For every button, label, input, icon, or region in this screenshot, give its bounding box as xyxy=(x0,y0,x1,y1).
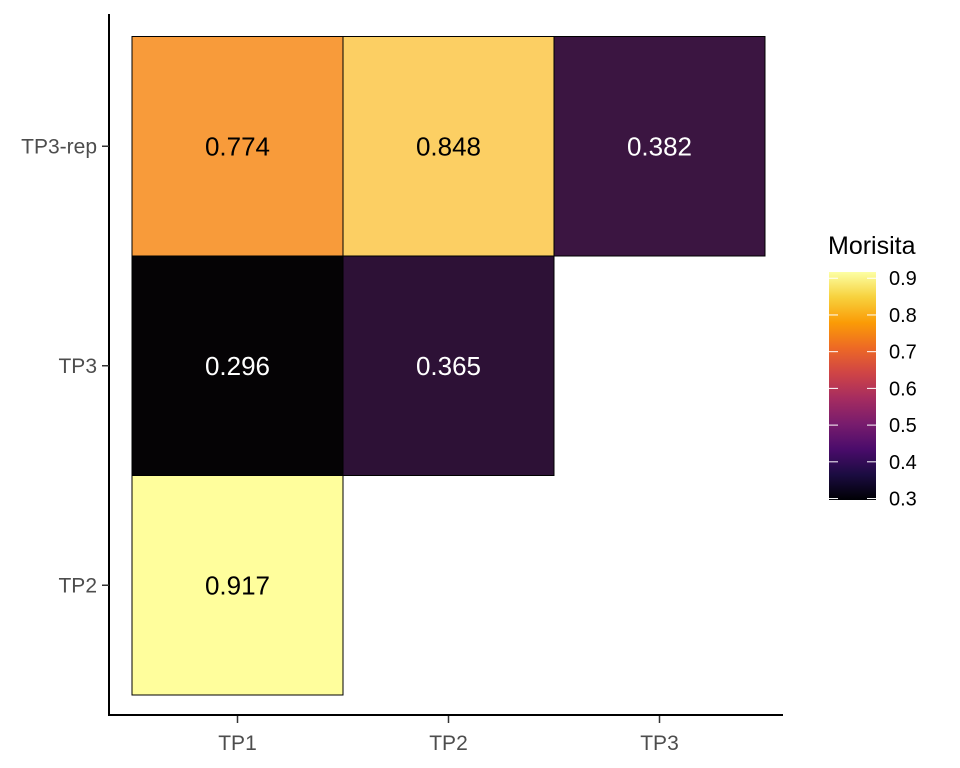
heatmap-cell-tp1-tp3-rep xyxy=(131,36,344,257)
colorbar-label-0: 0.3 xyxy=(889,489,917,511)
heatmap-cell-tp2-tp3 xyxy=(342,255,555,476)
y-tick-label-tp2: TP2 xyxy=(58,574,97,597)
heatmap-cell-tp1-tp2 xyxy=(131,475,344,696)
colorbar-label-2: 0.5 xyxy=(889,415,917,437)
cell-value-label-tp2-tp3: 0.365 xyxy=(416,351,481,381)
heatmap-cell-tp3-tp3-rep xyxy=(553,36,766,257)
cell-value-label-tp1-tp3-rep: 0.774 xyxy=(205,131,270,161)
x-tick-label-tp1: TP1 xyxy=(218,732,257,755)
colorbar xyxy=(829,272,876,500)
colorbar-label-1: 0.4 xyxy=(889,452,917,474)
axis-ticks: TP1 TP2 TP3 TP2 TP3 TP3-rep xyxy=(21,135,679,755)
colorbar-label-5: 0.8 xyxy=(889,305,917,327)
y-tick-label-tp3-rep: TP3-rep xyxy=(21,135,97,158)
colorbar-label-3: 0.6 xyxy=(889,378,917,400)
cell-value-label-tp1-tp3: 0.296 xyxy=(205,351,270,381)
heatmap-cell-tp1-tp3 xyxy=(131,255,344,476)
y-tick-label-tp3: TP3 xyxy=(58,355,97,378)
x-tick-label-tp3: TP3 xyxy=(640,732,679,755)
cell-value-label-tp3-tp3-rep: 0.382 xyxy=(627,131,692,161)
x-tick-label-tp2: TP2 xyxy=(429,732,468,755)
colorbar-label-6: 0.9 xyxy=(889,268,917,290)
colorbar-label-4: 0.7 xyxy=(889,342,917,364)
heatmap-cell-tp2-tp3-rep xyxy=(342,36,555,257)
legend-title: Morisita xyxy=(828,232,916,260)
heatmap-cells: 0.774 0.848 0.382 0.296 0.365 0.917 xyxy=(131,36,766,696)
cell-value-label-tp1-tp2: 0.917 xyxy=(205,570,270,600)
colorbar-legend: Morisita 0.3 0.4 0.5 0.6 0.7 0.8 0.9 xyxy=(828,232,917,511)
cell-value-label-tp2-tp3-rep: 0.848 xyxy=(416,131,481,161)
